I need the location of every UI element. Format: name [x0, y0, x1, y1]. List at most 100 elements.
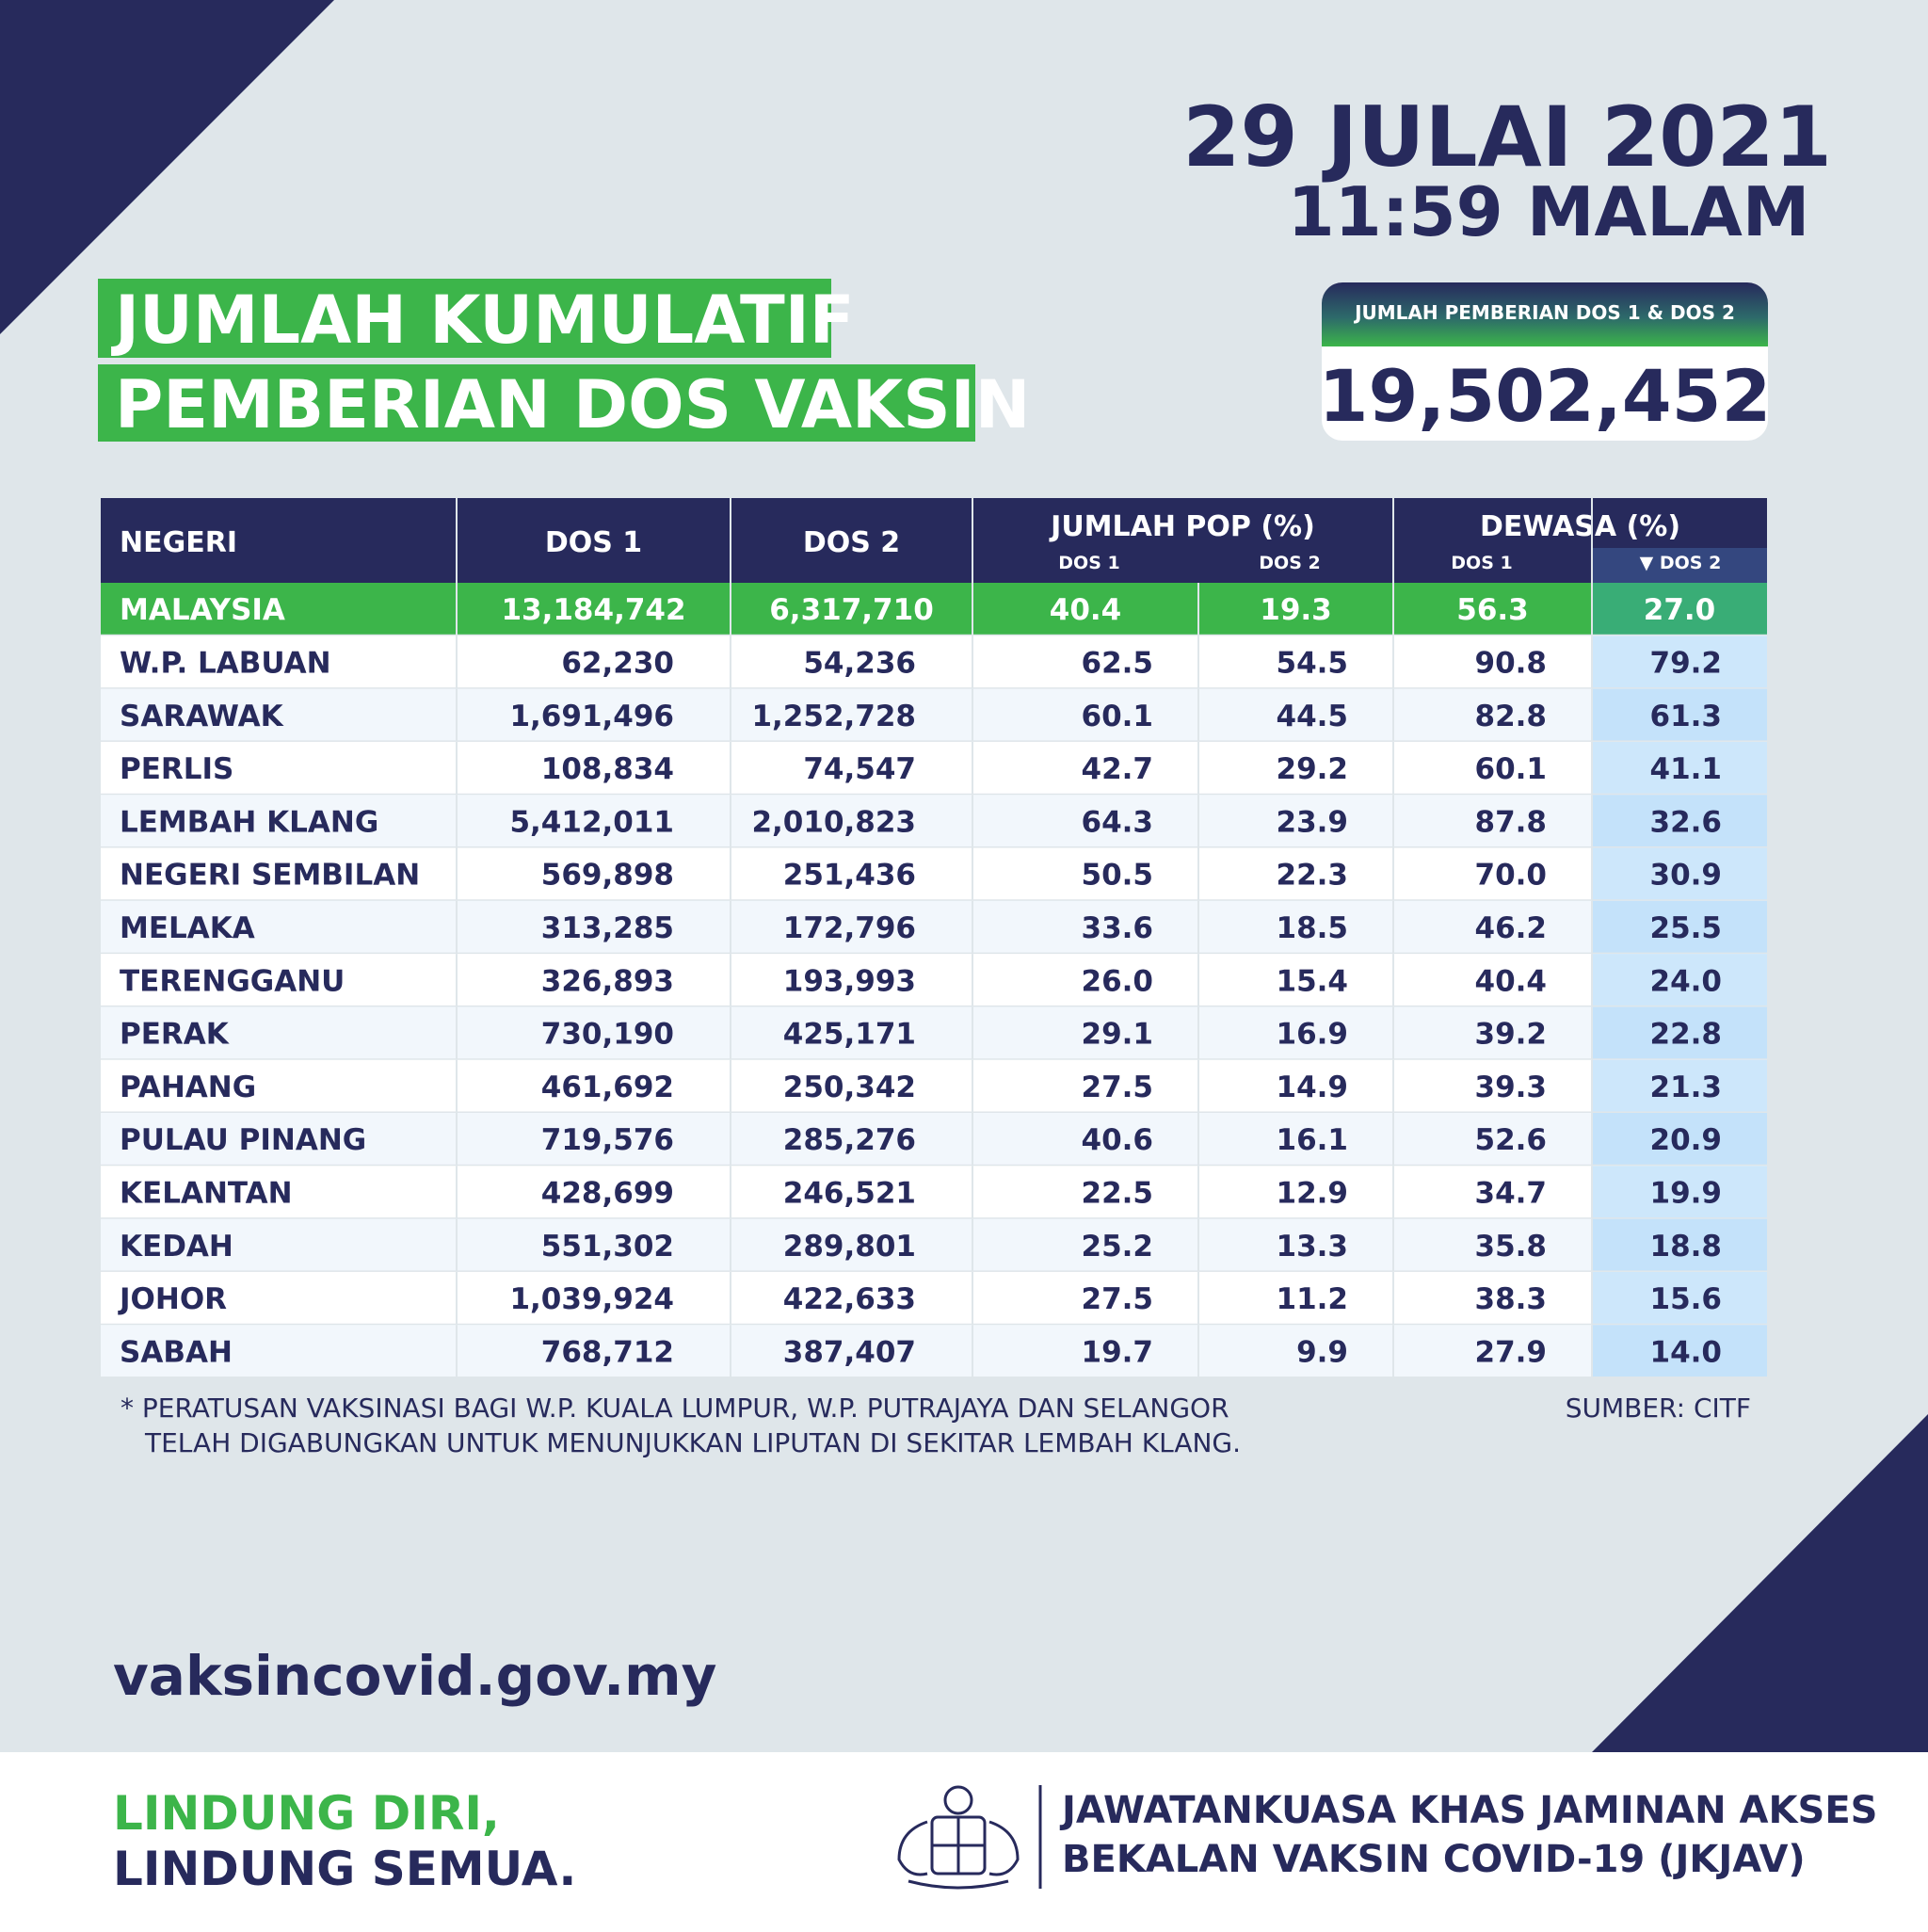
cell-value: 44.5: [1277, 700, 1349, 733]
cell-value: 54.5: [1277, 646, 1349, 680]
cell-value: 20.9: [1650, 1123, 1723, 1157]
cell-value: 13,184,742: [501, 593, 685, 627]
cell-value: 1,691,496: [509, 700, 674, 733]
row-label: SABAH: [120, 1335, 233, 1369]
cell-value: 26.0: [1082, 964, 1154, 998]
cell-value: 90.8: [1475, 646, 1548, 680]
cell-value: 12.9: [1277, 1176, 1349, 1210]
cell-value: 13.3: [1277, 1230, 1349, 1264]
subcolumn-header: DOS 1: [1058, 553, 1119, 573]
cell-value: 50.5: [1082, 859, 1154, 893]
cell-value: 108,834: [541, 752, 674, 786]
cell-value: 193,993: [783, 964, 916, 998]
highlight-cell: [1592, 1059, 1767, 1113]
cell-value: 246,521: [783, 1176, 916, 1210]
cell-value: 79.2: [1650, 646, 1723, 680]
table-row: [101, 847, 1767, 901]
row-label: JOHOR: [118, 1282, 227, 1316]
cell-value: 40.4: [1050, 593, 1122, 627]
highlight-cell: [1592, 1113, 1767, 1167]
cell-value: 25.5: [1650, 911, 1723, 945]
cell-value: 56.3: [1456, 593, 1529, 627]
cell-value: 22.3: [1277, 859, 1349, 893]
column-header: DOS 1: [545, 526, 642, 559]
cell-value: 425,171: [783, 1018, 916, 1052]
footnote: TELAH DIGABUNGKAN UNTUK MENUNJUKKAN LIPU…: [144, 1427, 1241, 1458]
table-row: [101, 954, 1767, 1007]
title: JUMLAH KUMULATIF: [111, 282, 855, 359]
cell-value: 82.8: [1475, 700, 1548, 733]
subcolumn-header: DOS 1: [1451, 553, 1512, 573]
table-row: [101, 1325, 1767, 1378]
cell-value: 326,893: [541, 964, 674, 998]
title-box: [98, 279, 831, 358]
table-row: [101, 688, 1767, 742]
table-row: [101, 1271, 1767, 1326]
cell-value: 61.3: [1650, 700, 1723, 733]
cell-value: 19.3: [1260, 593, 1332, 627]
slogan: LINDUNG DIRI,: [113, 1786, 500, 1841]
cell-value: 1,252,728: [751, 700, 916, 733]
table: NEGERI DOS 1 DOS 2 JUMLAH POP (%) DEWASA (%)…: [101, 498, 1767, 1379]
sorted-header: [1592, 548, 1767, 583]
highlight-cell: [1592, 900, 1767, 955]
cell-value: 11.2: [1277, 1282, 1349, 1316]
column-header: DOS 2: [803, 526, 900, 559]
website[interactable]: vaksincovid.gov.my: [113, 1644, 716, 1708]
cell-value: 70.0: [1475, 859, 1548, 893]
cell-value: 428,699: [541, 1176, 674, 1210]
row-label: W.P. LABUAN: [120, 646, 331, 680]
footnote: * PERATUSAN VAKSINASI BAGI W.P. KUALA LU…: [120, 1393, 1229, 1424]
cell-value: 22.5: [1082, 1176, 1154, 1210]
row-label: PAHANG: [120, 1071, 256, 1104]
row-label: KEDAH: [120, 1230, 233, 1264]
row-label: NEGERI SEMBILAN: [120, 859, 420, 893]
cell-value: 313,285: [541, 911, 674, 945]
date: 29 JULAI 2021: [1182, 89, 1832, 185]
highlight-cell: [1592, 636, 1767, 689]
cell-value: 27.5: [1082, 1282, 1154, 1316]
cell-value: 569,898: [541, 859, 674, 893]
cell-value: 19.9: [1650, 1176, 1723, 1210]
highlight-cell: [1592, 1218, 1767, 1272]
cell-value: 18.5: [1277, 911, 1349, 945]
highlight-cell: [1592, 1271, 1767, 1326]
row-label: PULAU PINANG: [120, 1123, 366, 1157]
highlight-cell: [1592, 1166, 1767, 1219]
highlight-cell: [1592, 688, 1767, 742]
cell-value: 24.0: [1650, 964, 1723, 998]
cell-value: 6,317,710: [769, 593, 934, 627]
cell-value: 62,230: [561, 646, 674, 680]
cell-value: 40.4: [1475, 964, 1548, 998]
organization: JAWATANKUASA KHAS JAMINAN AKSES: [1059, 1789, 1877, 1832]
cell-value: 40.6: [1082, 1123, 1154, 1157]
highlight-cell: [1592, 741, 1767, 796]
cell-value: 42.7: [1082, 752, 1154, 786]
total-header: [1322, 282, 1768, 346]
time: 11:59 MALAM: [1288, 172, 1810, 251]
cell-value: 35.8: [1475, 1230, 1548, 1264]
highlight-cell: [1592, 1006, 1767, 1060]
cell-value: 60.1: [1082, 700, 1154, 733]
cell-value: 54,236: [803, 646, 916, 680]
table-row: [101, 900, 1767, 955]
cell-value: 285,276: [783, 1123, 916, 1157]
cell-value: 23.9: [1277, 805, 1349, 839]
cell-value: 74,547: [803, 752, 916, 786]
cell-value: 34.7: [1475, 1176, 1548, 1210]
cell-value: 251,436: [783, 859, 916, 893]
cell-value: 461,692: [541, 1071, 674, 1104]
table-row: [101, 636, 1767, 689]
row-label: PERLIS: [120, 752, 233, 786]
cell-value: 32.6: [1650, 805, 1723, 839]
cell-value: 30.9: [1650, 859, 1723, 893]
cell-value: 768,712: [541, 1335, 674, 1369]
cell-value: 39.2: [1475, 1018, 1548, 1052]
highlight-cell: [1592, 583, 1767, 636]
cell-value: 1,039,924: [509, 1282, 674, 1316]
cell-value: 551,302: [541, 1230, 674, 1264]
corner-decoration: [1592, 1414, 1928, 1752]
row-label: KELANTAN: [120, 1176, 293, 1210]
